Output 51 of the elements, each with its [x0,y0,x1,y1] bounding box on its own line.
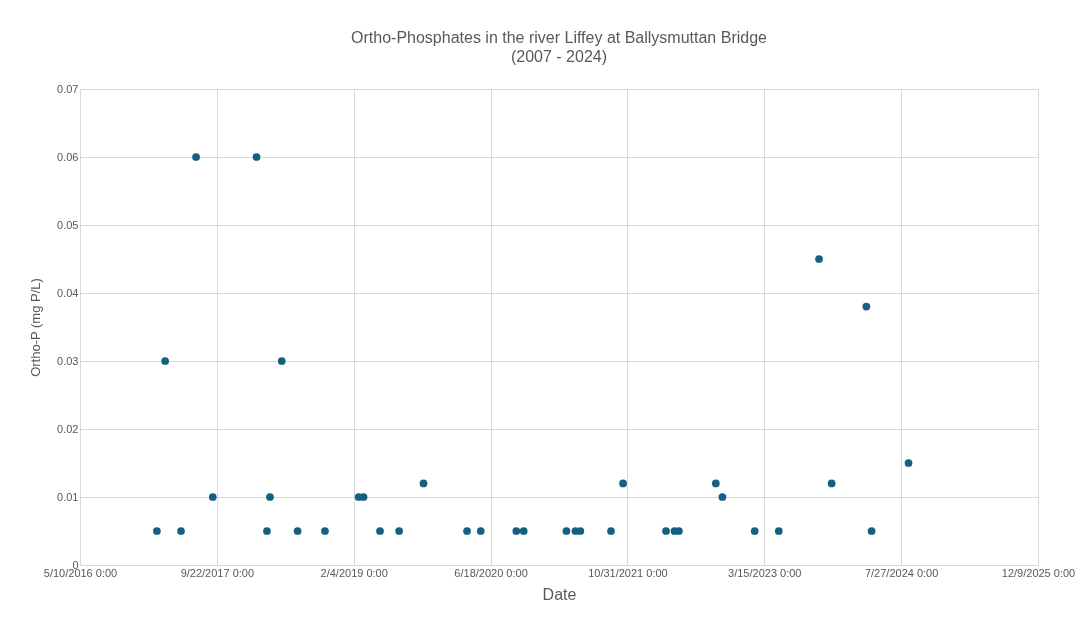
chart-subtitle: (2007 - 2024) [510,48,608,65]
chart-title: Ortho-Phosphates in the river Liffey at Ballysmuttan Bridge [351,29,768,46]
point [519,527,528,535]
point [177,527,185,535]
point [192,153,200,161]
point [476,527,485,535]
x-tick-label: 10/31/2021 0:00 [588,566,668,579]
point [576,527,585,535]
point [867,527,876,535]
point [774,527,783,535]
x-tick-label: 2/4/2019 0:00 [320,566,388,579]
x-tick-label: 6/18/2020 0:00 [454,566,528,579]
point [827,479,836,488]
x-tick-label: 12/9/2025 0:00 [1001,566,1076,579]
point [862,302,871,311]
point [161,357,169,365]
point [607,527,615,535]
point [904,459,913,467]
y-tick-label: 0.07 [57,82,79,95]
x-tick-label: 7/27/2024 0:00 [864,566,939,579]
y-tick-label: 0.02 [57,422,79,435]
point [562,527,571,535]
point [395,527,404,535]
point [815,255,823,263]
y-tick-label: 0.04 [57,286,79,299]
point [512,527,521,535]
point [662,527,670,535]
point [376,527,384,535]
point [675,527,683,535]
y-axis-title: Ortho-P (mg P/L) [28,278,44,377]
y-tick-label: 0.05 [57,218,79,231]
y-tick-label: 0.01 [57,490,79,503]
x-tick-label: 3/15/2023 0:00 [728,566,802,579]
y-tick-label: 0.06 [57,150,79,163]
point [153,527,161,535]
point [277,357,286,365]
y-tick-label: 0.03 [57,354,79,367]
point [750,527,759,535]
point [619,479,627,488]
point [263,527,271,535]
point [293,527,302,535]
point [419,479,428,488]
point [266,493,274,501]
x-axis-title: Date [542,585,577,603]
point [718,493,727,501]
point [208,493,217,501]
point [252,153,261,161]
point [321,527,329,535]
point [463,527,471,535]
point [711,479,720,488]
x-tick-label: 9/22/2017 0:00 [180,566,255,579]
